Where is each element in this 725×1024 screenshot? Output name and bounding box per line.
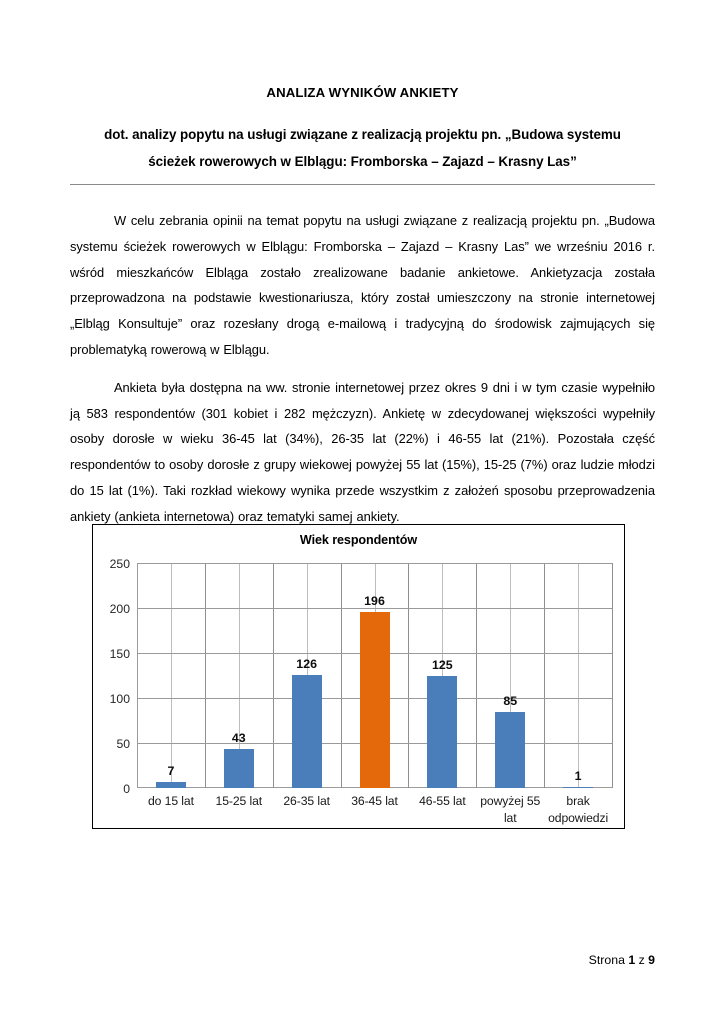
bar-slot: 126 — [273, 563, 341, 788]
bar-slot: 1 — [544, 563, 612, 788]
footer-page-number: 1 — [628, 953, 636, 967]
bar-series: 7 43 126 196 125 85 1 — [137, 563, 612, 788]
footer-prefix: Strona — [588, 953, 629, 967]
bar[interactable] — [427, 675, 458, 788]
bar-value-label: 7 — [167, 763, 175, 778]
bar[interactable] — [223, 749, 254, 788]
bar[interactable] — [291, 674, 322, 788]
bar-value-label: 43 — [231, 731, 246, 746]
page-footer: Strona 1 z 9 — [589, 953, 655, 967]
chart-title: Wiek respondentów — [299, 533, 418, 547]
x-axis-tick-label: 46-55 lat — [419, 794, 466, 808]
y-axis-tick-label: 150 — [109, 647, 130, 661]
x-axis-labels: do 15 lat 15-25 lat 26-35 lat 36-45 lat 46-5… — [137, 793, 612, 826]
document-subtitle-line-1: dot. analizy popytu na usługi związane z… — [104, 127, 621, 142]
y-axis-tick-label: 100 — [109, 692, 130, 706]
chart-plot-area: 0 50 100 150 200 250 7 43 126 196 125 85 1 — [110, 557, 613, 796]
x-axis-tick-label: powyżej 55 lat — [480, 794, 541, 825]
x-axis-tick-label: 15-25 lat — [215, 794, 263, 808]
document-title: ANALIZA WYNIKÓW ANKIETY — [266, 85, 459, 100]
bar[interactable] — [155, 781, 186, 788]
bar-value-label: 196 — [364, 593, 385, 608]
y-axis-tick-label: 200 — [109, 602, 130, 616]
document-subtitle: dot. analizy popytu na usługi związane z… — [70, 100, 655, 175]
y-axis-tick-label: 250 — [109, 557, 130, 571]
gridline-vertical — [612, 563, 613, 788]
paragraph-intro-text: W celu zebrania opinii na temat popytu n… — [70, 213, 655, 357]
x-axis-tick-label: brak odpowiedzi — [548, 794, 609, 825]
title-divider — [70, 184, 655, 185]
bar-slot: 85 — [476, 563, 544, 788]
x-axis-tick-label: do 15 lat — [148, 794, 194, 808]
bar-value-label: 85 — [503, 693, 518, 708]
bar[interactable] — [359, 611, 390, 788]
footer-total-pages: 9 — [648, 953, 655, 967]
bar[interactable] — [563, 787, 594, 788]
paragraph-survey-stats-text: Ankieta była dostępna na ww. stronie int… — [70, 379, 655, 524]
footer-middle: z — [635, 953, 649, 967]
chart-container: Wiek respondentów 0 50 100 150 200 250 7 43 126… — [92, 524, 625, 829]
bar-slot: 43 — [205, 563, 273, 788]
document-subtitle-line-2: ścieżek rowerowych w Elblągu: Fromborska… — [148, 154, 577, 169]
paragraph-survey-stats: Ankieta była dostępna na ww. stronie int… — [70, 363, 655, 530]
bar[interactable] — [495, 711, 526, 788]
paragraph-intro: W celu zebrania opinii na temat popytu n… — [70, 193, 655, 363]
y-axis-tick-label: 50 — [116, 737, 130, 751]
bar-slot: 7 — [137, 563, 205, 788]
x-axis-tick-label: 36-45 lat — [351, 794, 398, 808]
bar-value-label: 1 — [574, 769, 582, 784]
bar-value-label: 126 — [296, 656, 317, 671]
bar-slot: 125 — [408, 563, 476, 788]
y-axis-tick-label: 0 — [123, 782, 130, 796]
x-axis-tick-label: 26-35 lat — [283, 794, 330, 808]
bar-slot: 196 — [341, 563, 409, 788]
bar-value-label: 125 — [432, 657, 453, 672]
gridline-horizontal: 0 — [123, 782, 612, 796]
